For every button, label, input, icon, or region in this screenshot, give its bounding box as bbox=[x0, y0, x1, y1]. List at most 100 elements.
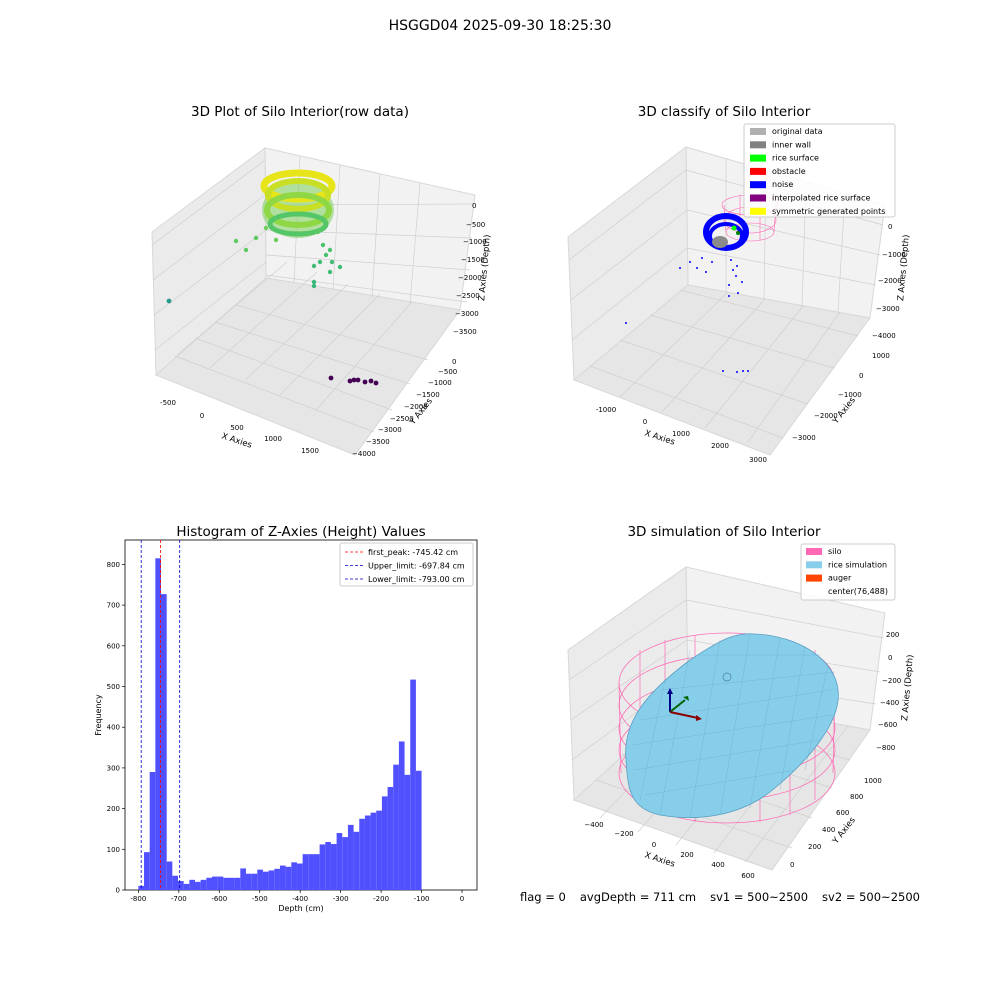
histogram-bar bbox=[274, 868, 280, 890]
legend-label: auger bbox=[828, 574, 852, 583]
legend-label: rice simulation bbox=[828, 560, 887, 569]
histogram-bar bbox=[364, 815, 371, 890]
legend-label: interpolated rice surface bbox=[772, 194, 870, 203]
x-tick: -500 bbox=[160, 399, 176, 407]
histogram-bar bbox=[234, 877, 241, 890]
legend-label: obstacle bbox=[772, 167, 806, 176]
y-tick-label: 300 bbox=[107, 764, 120, 772]
legend-swatch bbox=[750, 141, 766, 149]
histogram-bar bbox=[172, 875, 179, 890]
y-tick: −1000 bbox=[428, 379, 452, 387]
flag-text: flag = 0 bbox=[520, 890, 566, 904]
y-tick: 0 bbox=[452, 358, 456, 366]
histogram-bar bbox=[410, 679, 416, 890]
sv1-text: sv1 = 500~2500 bbox=[710, 890, 809, 904]
histogram-bar bbox=[149, 771, 156, 890]
histogram-bar bbox=[155, 558, 162, 890]
y-tick: 0 bbox=[790, 861, 794, 869]
x-tick-label: -700 bbox=[171, 895, 187, 903]
z-tick: −500 bbox=[466, 221, 485, 229]
histogram-bar bbox=[200, 879, 207, 890]
status-line: flag = 0 avgDepth = 711 cm sv1 = 500~2500 s… bbox=[520, 890, 934, 904]
z-tick: −3500 bbox=[453, 328, 477, 336]
z-tick: 200 bbox=[886, 631, 899, 639]
histogram-bar bbox=[223, 877, 229, 890]
histogram-bar bbox=[194, 881, 201, 890]
x-tick: 400 bbox=[711, 861, 724, 869]
legend-label: inner wall bbox=[772, 140, 811, 149]
legend-label: symmetric generated points bbox=[772, 207, 885, 216]
y-tick-label: 100 bbox=[107, 846, 120, 854]
z-tick: −3000 bbox=[455, 310, 479, 318]
histogram-bar bbox=[189, 879, 195, 890]
z-tick: −1000 bbox=[463, 238, 487, 246]
x-tick: −400 bbox=[584, 821, 603, 829]
histogram-bar bbox=[313, 854, 320, 890]
x-tick-label: 0 bbox=[460, 895, 464, 903]
histogram-bar bbox=[330, 844, 337, 890]
x-tick: 500 bbox=[230, 424, 243, 432]
z-tick: 0 bbox=[472, 202, 476, 210]
histogram-bar bbox=[342, 837, 348, 890]
histogram-bar bbox=[353, 831, 360, 890]
histogram-bar bbox=[404, 774, 411, 890]
y-tick: 1000 bbox=[864, 777, 882, 785]
x-tick: 1000 bbox=[672, 430, 690, 438]
histogram-bar bbox=[217, 876, 224, 890]
z-tick: 0 bbox=[888, 654, 892, 662]
legend-label: Upper_limit: -697.84 cm bbox=[368, 562, 465, 571]
y-tick-label: 600 bbox=[107, 642, 120, 650]
histogram-bar bbox=[308, 854, 314, 890]
y-tick: 0 bbox=[859, 372, 863, 380]
histogram-bar bbox=[262, 871, 269, 890]
histogram-bar bbox=[183, 883, 190, 890]
x-ticks: -800 -700 -600 -500 -400 -300 -200 -100 0 bbox=[130, 890, 464, 903]
y-tick: −2000 bbox=[814, 412, 838, 420]
histogram-bar bbox=[291, 862, 297, 890]
y-tick: −1000 bbox=[838, 391, 862, 399]
y-tick-label: 0 bbox=[116, 887, 120, 895]
x-tick-label: -100 bbox=[414, 895, 430, 903]
legend-label: first_peak: -745.42 cm bbox=[368, 548, 458, 557]
y-axis-label: Frequency bbox=[94, 694, 103, 736]
y-tick: 400 bbox=[822, 826, 835, 834]
z-tick: −2500 bbox=[456, 292, 480, 300]
histogram-bar bbox=[398, 741, 405, 890]
z-tick: −3000 bbox=[876, 305, 900, 313]
z-tick: −200 bbox=[882, 677, 901, 685]
x-axis-label: X Axies bbox=[643, 850, 676, 869]
x-tick-label: -400 bbox=[292, 895, 308, 903]
x-tick-label: -800 bbox=[130, 895, 146, 903]
histogram-bar bbox=[319, 844, 326, 890]
sv2-text: sv2 = 500~2500 bbox=[822, 890, 920, 904]
y-tick-label: 800 bbox=[107, 561, 120, 569]
x-tick-label: -300 bbox=[333, 895, 349, 903]
y-tick: −500 bbox=[438, 368, 457, 376]
y-tick-label: 200 bbox=[107, 805, 120, 813]
x-tick: 2000 bbox=[711, 442, 729, 450]
legend-label: noise bbox=[772, 180, 793, 189]
histogram-bar bbox=[144, 852, 150, 890]
histogram-bar bbox=[387, 787, 394, 890]
z-axis-label: Z Axies (Depth) bbox=[900, 654, 916, 721]
y-tick: 200 bbox=[808, 843, 821, 851]
y-tick: −4000 bbox=[352, 450, 376, 458]
rice-surface bbox=[625, 633, 839, 819]
grid-lines bbox=[151, 155, 475, 433]
noise-cluster bbox=[703, 213, 749, 251]
histogram-bar bbox=[206, 877, 212, 890]
noise-points bbox=[625, 257, 749, 373]
x-tick: 0 bbox=[200, 412, 204, 420]
y-tick: 1000 bbox=[872, 352, 890, 360]
legend-swatch bbox=[750, 128, 766, 135]
histogram-bar bbox=[370, 812, 377, 890]
histogram-bar bbox=[251, 873, 258, 890]
legend-label: silo bbox=[828, 547, 842, 556]
x-tick: 1000 bbox=[264, 435, 282, 443]
histogram-bar bbox=[268, 870, 275, 890]
histogram-bar bbox=[166, 861, 173, 890]
z-tick: −2000 bbox=[458, 274, 482, 282]
